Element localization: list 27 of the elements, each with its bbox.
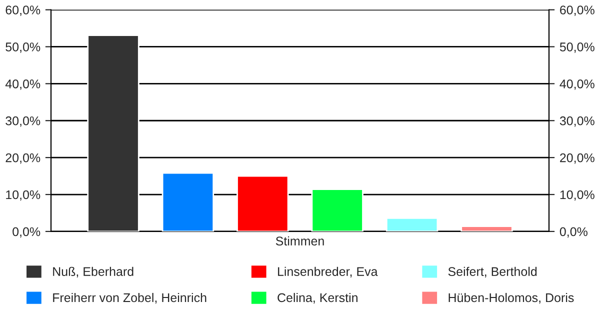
bar (162, 172, 214, 232)
legend-label: Seifert, Berthold (448, 266, 537, 278)
y-tick-label: 40,0% (5, 79, 40, 90)
x-tick-label: Stimmen (276, 236, 324, 246)
y-tick-label: 0,0% (12, 227, 40, 238)
text: 30,0% (560, 116, 594, 127)
text: 40,0% (560, 79, 594, 90)
legend-label: Freiherr von Zobel, Heinrich (53, 292, 206, 304)
text: 50,0% (560, 42, 594, 53)
y-tick-label: 60,0% (6, 6, 40, 16)
legend-label: Nuß, Eberhard (53, 266, 134, 278)
text: 60,0% (560, 6, 594, 16)
text: 0,0% (560, 227, 588, 238)
legend-label: Celina, Kerstin (278, 292, 358, 304)
bar (460, 226, 513, 232)
y-tick-label: 30,0% (6, 116, 40, 127)
legend-label: Hüben-Holomos, Doris (448, 292, 574, 304)
bar (386, 217, 438, 232)
y-tick-label: 10,0% (6, 190, 40, 201)
text: 10,0% (560, 190, 594, 201)
text: 20,0% (560, 153, 594, 164)
bar (236, 175, 289, 232)
bar (87, 34, 140, 232)
y-tick-label: 50,0% (6, 42, 40, 53)
y-tick-label: 20,0% (6, 153, 40, 164)
bar (311, 188, 364, 232)
legend-label: Linsenbreder, Eva (278, 266, 378, 278)
